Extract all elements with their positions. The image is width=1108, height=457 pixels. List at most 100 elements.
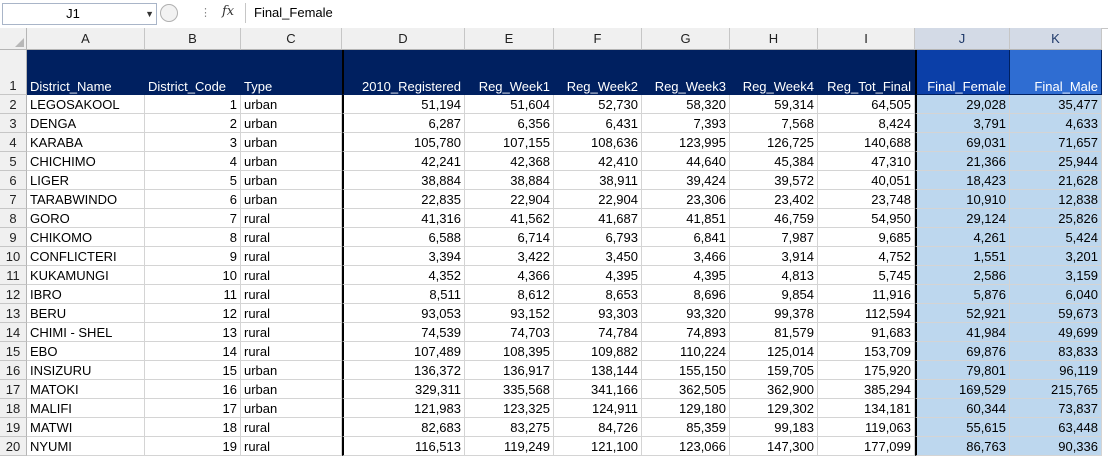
cell-e16[interactable]: 136,917 xyxy=(465,361,554,380)
cell-c9[interactable]: rural xyxy=(241,228,342,247)
cell-d19[interactable]: 82,683 xyxy=(342,418,465,437)
cell-d11[interactable]: 4,352 xyxy=(342,266,465,285)
cell-a13[interactable]: BERU xyxy=(27,304,145,323)
cell-d5[interactable]: 42,241 xyxy=(342,152,465,171)
cell-d6[interactable]: 38,884 xyxy=(342,171,465,190)
cell-b8[interactable]: 7 xyxy=(145,209,241,228)
cell-a5[interactable]: CHICHIMO xyxy=(27,152,145,171)
cell-a19[interactable]: MATWI xyxy=(27,418,145,437)
cell-h18[interactable]: 129,302 xyxy=(730,399,818,418)
cell-a7[interactable]: TARABWINDO xyxy=(27,190,145,209)
cell-d2[interactable]: 51,194 xyxy=(342,95,465,114)
cell-e9[interactable]: 6,714 xyxy=(465,228,554,247)
column-header-a[interactable]: A xyxy=(27,28,145,50)
cell-a2[interactable]: LEGOSAKOOL xyxy=(27,95,145,114)
cell-k11[interactable]: 3,159 xyxy=(1010,266,1102,285)
cell-i15[interactable]: 153,709 xyxy=(818,342,915,361)
cell-d15[interactable]: 107,489 xyxy=(342,342,465,361)
cell-e10[interactable]: 3,422 xyxy=(465,247,554,266)
cell-b5[interactable]: 4 xyxy=(145,152,241,171)
cell-j17[interactable]: 169,529 xyxy=(915,380,1010,399)
row-header-4[interactable]: 4 xyxy=(0,133,27,152)
cell-i12[interactable]: 11,916 xyxy=(818,285,915,304)
cell-c12[interactable]: rural xyxy=(241,285,342,304)
cell-e15[interactable]: 108,395 xyxy=(465,342,554,361)
column-header-b[interactable]: B xyxy=(145,28,241,50)
row-header-6[interactable]: 6 xyxy=(0,171,27,190)
cell-j9[interactable]: 4,261 xyxy=(915,228,1010,247)
cell-i18[interactable]: 134,181 xyxy=(818,399,915,418)
cell-h15[interactable]: 125,014 xyxy=(730,342,818,361)
column-header-h[interactable]: H xyxy=(730,28,818,50)
cell-c15[interactable]: rural xyxy=(241,342,342,361)
cell-f15[interactable]: 109,882 xyxy=(554,342,642,361)
cell-b11[interactable]: 10 xyxy=(145,266,241,285)
cell-g8[interactable]: 41,851 xyxy=(642,209,730,228)
row-header-9[interactable]: 9 xyxy=(0,228,27,247)
cell-b3[interactable]: 2 xyxy=(145,114,241,133)
cell-f12[interactable]: 8,653 xyxy=(554,285,642,304)
cell-h10[interactable]: 3,914 xyxy=(730,247,818,266)
cell-b2[interactable]: 1 xyxy=(145,95,241,114)
cell-i13[interactable]: 112,594 xyxy=(818,304,915,323)
cell-d20[interactable]: 116,513 xyxy=(342,437,465,456)
cell-g4[interactable]: 123,995 xyxy=(642,133,730,152)
column-header-j[interactable]: J xyxy=(915,28,1010,50)
cell-c16[interactable]: urban xyxy=(241,361,342,380)
cell-a10[interactable]: CONFLICTERI xyxy=(27,247,145,266)
row-header-19[interactable]: 19 xyxy=(0,418,27,437)
cell-j15[interactable]: 69,876 xyxy=(915,342,1010,361)
cell-a6[interactable]: LIGER xyxy=(27,171,145,190)
cell-c7[interactable]: urban xyxy=(241,190,342,209)
cell-b6[interactable]: 5 xyxy=(145,171,241,190)
cell-h5[interactable]: 45,384 xyxy=(730,152,818,171)
cell-h16[interactable]: 159,705 xyxy=(730,361,818,380)
cell-h17[interactable]: 362,900 xyxy=(730,380,818,399)
row-header-10[interactable]: 10 xyxy=(0,247,27,266)
cell-e11[interactable]: 4,366 xyxy=(465,266,554,285)
cell-d14[interactable]: 74,539 xyxy=(342,323,465,342)
cell-h2[interactable]: 59,314 xyxy=(730,95,818,114)
cell-g17[interactable]: 362,505 xyxy=(642,380,730,399)
cell-g6[interactable]: 39,424 xyxy=(642,171,730,190)
row-header-15[interactable]: 15 xyxy=(0,342,27,361)
cell-c8[interactable]: rural xyxy=(241,209,342,228)
cell-j8[interactable]: 29,124 xyxy=(915,209,1010,228)
cell-k8[interactable]: 25,826 xyxy=(1010,209,1102,228)
cell-b15[interactable]: 14 xyxy=(145,342,241,361)
cell-e2[interactable]: 51,604 xyxy=(465,95,554,114)
name-box[interactable]: J1 ▼ xyxy=(2,3,157,25)
row-header-5[interactable]: 5 xyxy=(0,152,27,171)
cell-e18[interactable]: 123,325 xyxy=(465,399,554,418)
cell-h3[interactable]: 7,568 xyxy=(730,114,818,133)
cell-j3[interactable]: 3,791 xyxy=(915,114,1010,133)
cell-g19[interactable]: 85,359 xyxy=(642,418,730,437)
column-header-i[interactable]: I xyxy=(818,28,915,50)
cell-g7[interactable]: 23,306 xyxy=(642,190,730,209)
row-header-11[interactable]: 11 xyxy=(0,266,27,285)
cell-c6[interactable]: urban xyxy=(241,171,342,190)
cell-k10[interactable]: 3,201 xyxy=(1010,247,1102,266)
cell-j16[interactable]: 79,801 xyxy=(915,361,1010,380)
header-cell-a[interactable]: District_Name xyxy=(27,50,145,95)
cell-b9[interactable]: 8 xyxy=(145,228,241,247)
cell-f17[interactable]: 341,166 xyxy=(554,380,642,399)
cell-d7[interactable]: 22,835 xyxy=(342,190,465,209)
cell-i2[interactable]: 64,505 xyxy=(818,95,915,114)
cell-h9[interactable]: 7,987 xyxy=(730,228,818,247)
cell-f2[interactable]: 52,730 xyxy=(554,95,642,114)
cell-b19[interactable]: 18 xyxy=(145,418,241,437)
header-cell-e[interactable]: Reg_Week1 xyxy=(465,50,554,95)
cell-a9[interactable]: CHIKOMO xyxy=(27,228,145,247)
column-header-k[interactable]: K xyxy=(1010,28,1102,50)
cell-g10[interactable]: 3,466 xyxy=(642,247,730,266)
cell-k3[interactable]: 4,633 xyxy=(1010,114,1102,133)
cell-f3[interactable]: 6,431 xyxy=(554,114,642,133)
cell-i17[interactable]: 385,294 xyxy=(818,380,915,399)
cell-e14[interactable]: 74,703 xyxy=(465,323,554,342)
cell-e5[interactable]: 42,368 xyxy=(465,152,554,171)
cell-c20[interactable]: rural xyxy=(241,437,342,456)
cell-g11[interactable]: 4,395 xyxy=(642,266,730,285)
cell-i7[interactable]: 23,748 xyxy=(818,190,915,209)
cell-a8[interactable]: GORO xyxy=(27,209,145,228)
